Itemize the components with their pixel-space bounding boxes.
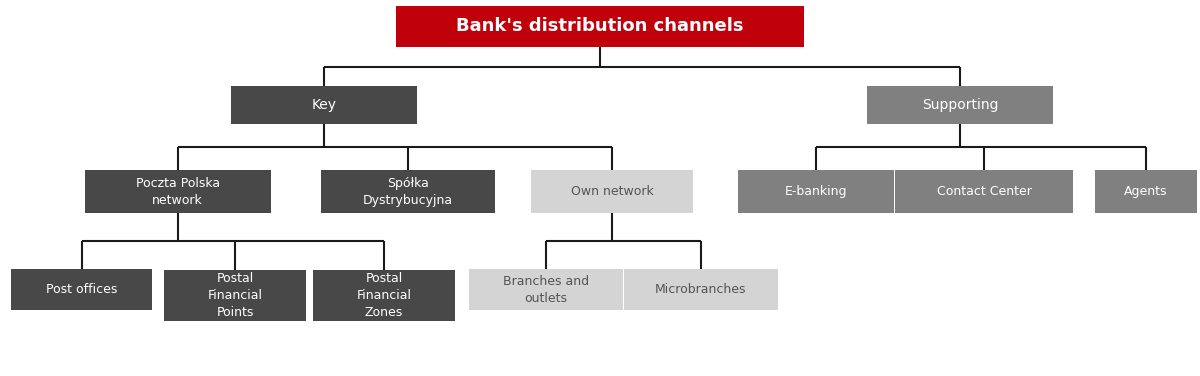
Text: Post offices: Post offices xyxy=(46,283,118,296)
Text: Branches and
outlets: Branches and outlets xyxy=(503,274,589,305)
FancyBboxPatch shape xyxy=(84,170,270,214)
FancyBboxPatch shape xyxy=(164,270,306,320)
Text: Own network: Own network xyxy=(571,185,653,198)
Text: Spółka
Dystrybucyjna: Spółka Dystrybucyjna xyxy=(362,177,454,207)
Text: Key: Key xyxy=(312,98,336,112)
Text: Supporting: Supporting xyxy=(922,98,998,112)
Text: Contact Center: Contact Center xyxy=(936,185,1032,198)
Text: Poczta Polska
network: Poczta Polska network xyxy=(136,177,220,207)
Text: Postal
Financial
Zones: Postal Financial Zones xyxy=(356,271,412,319)
Text: Microbranches: Microbranches xyxy=(655,283,746,296)
FancyBboxPatch shape xyxy=(866,86,1054,124)
Text: Agents: Agents xyxy=(1124,185,1168,198)
FancyBboxPatch shape xyxy=(322,170,496,214)
FancyBboxPatch shape xyxy=(313,270,455,320)
FancyBboxPatch shape xyxy=(738,170,894,214)
FancyBboxPatch shape xyxy=(530,170,694,214)
Text: Bank's distribution channels: Bank's distribution channels xyxy=(456,17,744,35)
FancyBboxPatch shape xyxy=(230,86,418,124)
FancyBboxPatch shape xyxy=(396,6,804,47)
FancyBboxPatch shape xyxy=(624,269,778,310)
FancyBboxPatch shape xyxy=(895,170,1073,214)
FancyBboxPatch shape xyxy=(469,269,623,310)
Text: Postal
Financial
Points: Postal Financial Points xyxy=(208,271,263,319)
Text: E-banking: E-banking xyxy=(785,185,847,198)
FancyBboxPatch shape xyxy=(1096,170,1198,214)
FancyBboxPatch shape xyxy=(11,269,152,310)
